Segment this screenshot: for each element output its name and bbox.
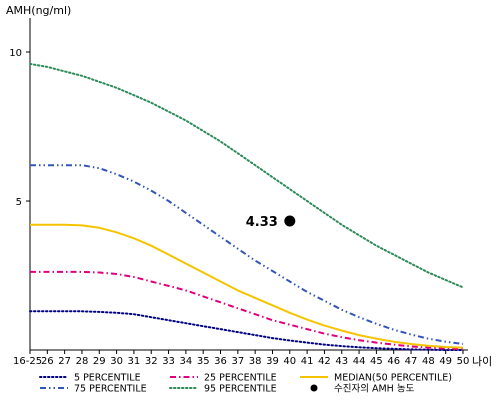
x-tick-label: 49 — [439, 356, 452, 367]
y-axis-label: AMH(ng/ml) — [6, 4, 71, 17]
x-tick-label: 34 — [180, 356, 193, 367]
legend-patient-marker — [310, 384, 318, 392]
y-tick-label: 5 — [16, 197, 22, 208]
x-tick-label: 35 — [197, 356, 210, 367]
x-tick-label: 29 — [93, 356, 106, 367]
patient-point — [284, 215, 296, 227]
series-line-median-50-percentile — [30, 223, 464, 349]
legend-label: 75 PERCENTILE — [74, 384, 147, 395]
x-tick-label: 45 — [370, 356, 383, 367]
x-tick-label: 33 — [162, 356, 175, 367]
legend-label: 수진자의 AMH 농도 — [334, 384, 415, 395]
legend-label: 95 PERCENTILE — [204, 384, 277, 395]
series-line-5-percentile — [29, 310, 464, 351]
x-tick-label: 46 — [387, 356, 400, 367]
x-tick-label: 26 — [41, 356, 54, 367]
x-tick-label: 43 — [335, 356, 348, 367]
y-tick-label: 10 — [9, 48, 22, 59]
series-line-25-percentile — [30, 270, 464, 351]
x-axis-label: 나이 — [472, 355, 492, 368]
x-tick-label: 32 — [145, 356, 158, 367]
x-tick-label: 50 — [457, 356, 470, 367]
x-tick-label: 27 — [58, 356, 71, 367]
x-tick-label: 38 — [249, 356, 262, 367]
x-tick-label: 36 — [214, 356, 227, 367]
x-tick-label: 40 — [283, 356, 296, 367]
x-tick-label: 48 — [422, 356, 435, 367]
patient-value-label: 4.33 — [246, 215, 278, 230]
x-tick-label: 31 — [128, 356, 141, 367]
legend-label: MEDIAN(50 PERCENTILE) — [334, 373, 452, 384]
x-tick-label: 47 — [405, 356, 418, 367]
plot-area: 4.33 — [29, 62, 464, 351]
x-tick-label: 42 — [318, 356, 331, 367]
legend: 5 PERCENTILE 25 PERCENTILE MEDIAN(50 PERCE… — [39, 373, 452, 395]
x-tick-label: 41 — [301, 356, 314, 367]
series-line-75-percentile — [30, 164, 464, 345]
legend-label: 25 PERCENTILE — [204, 373, 277, 384]
series-line-95-percentile — [29, 62, 464, 289]
x-tick-label: 30 — [110, 356, 123, 367]
legend-label: 5 PERCENTILE — [74, 373, 141, 384]
x-tick-label: 37 — [231, 356, 244, 367]
x-tick-label: 39 — [266, 356, 279, 367]
x-tick-label: 16-25 — [13, 356, 42, 367]
x-tick-label: 44 — [353, 356, 366, 367]
x-tick-label: 28 — [76, 356, 89, 367]
